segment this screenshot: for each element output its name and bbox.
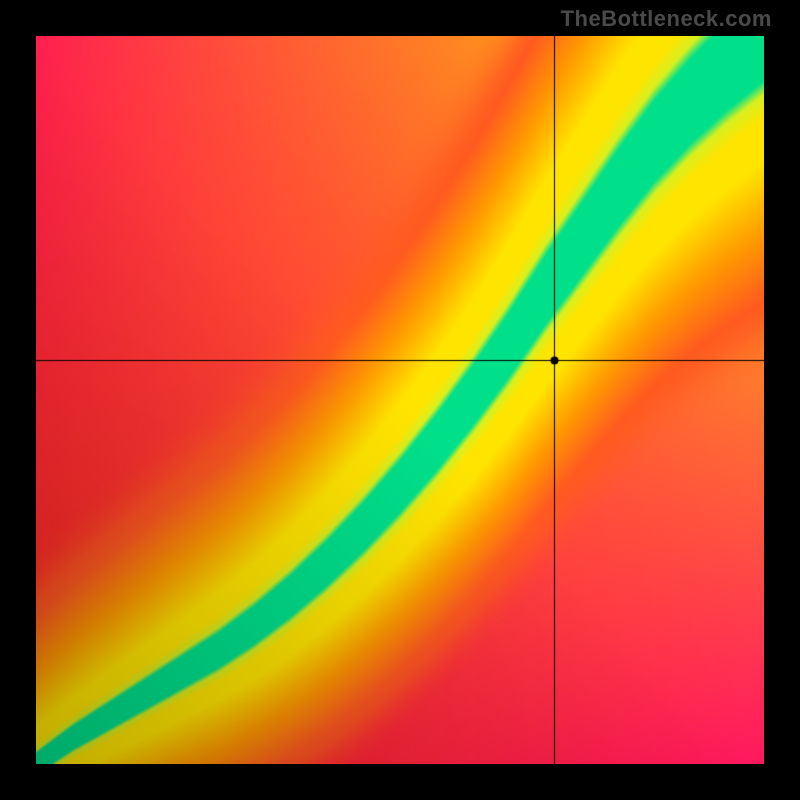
chart-container: TheBottleneck.com [0,0,800,800]
heatmap-canvas [36,36,764,764]
heatmap-plot [36,36,764,764]
watermark-text: TheBottleneck.com [561,6,772,32]
